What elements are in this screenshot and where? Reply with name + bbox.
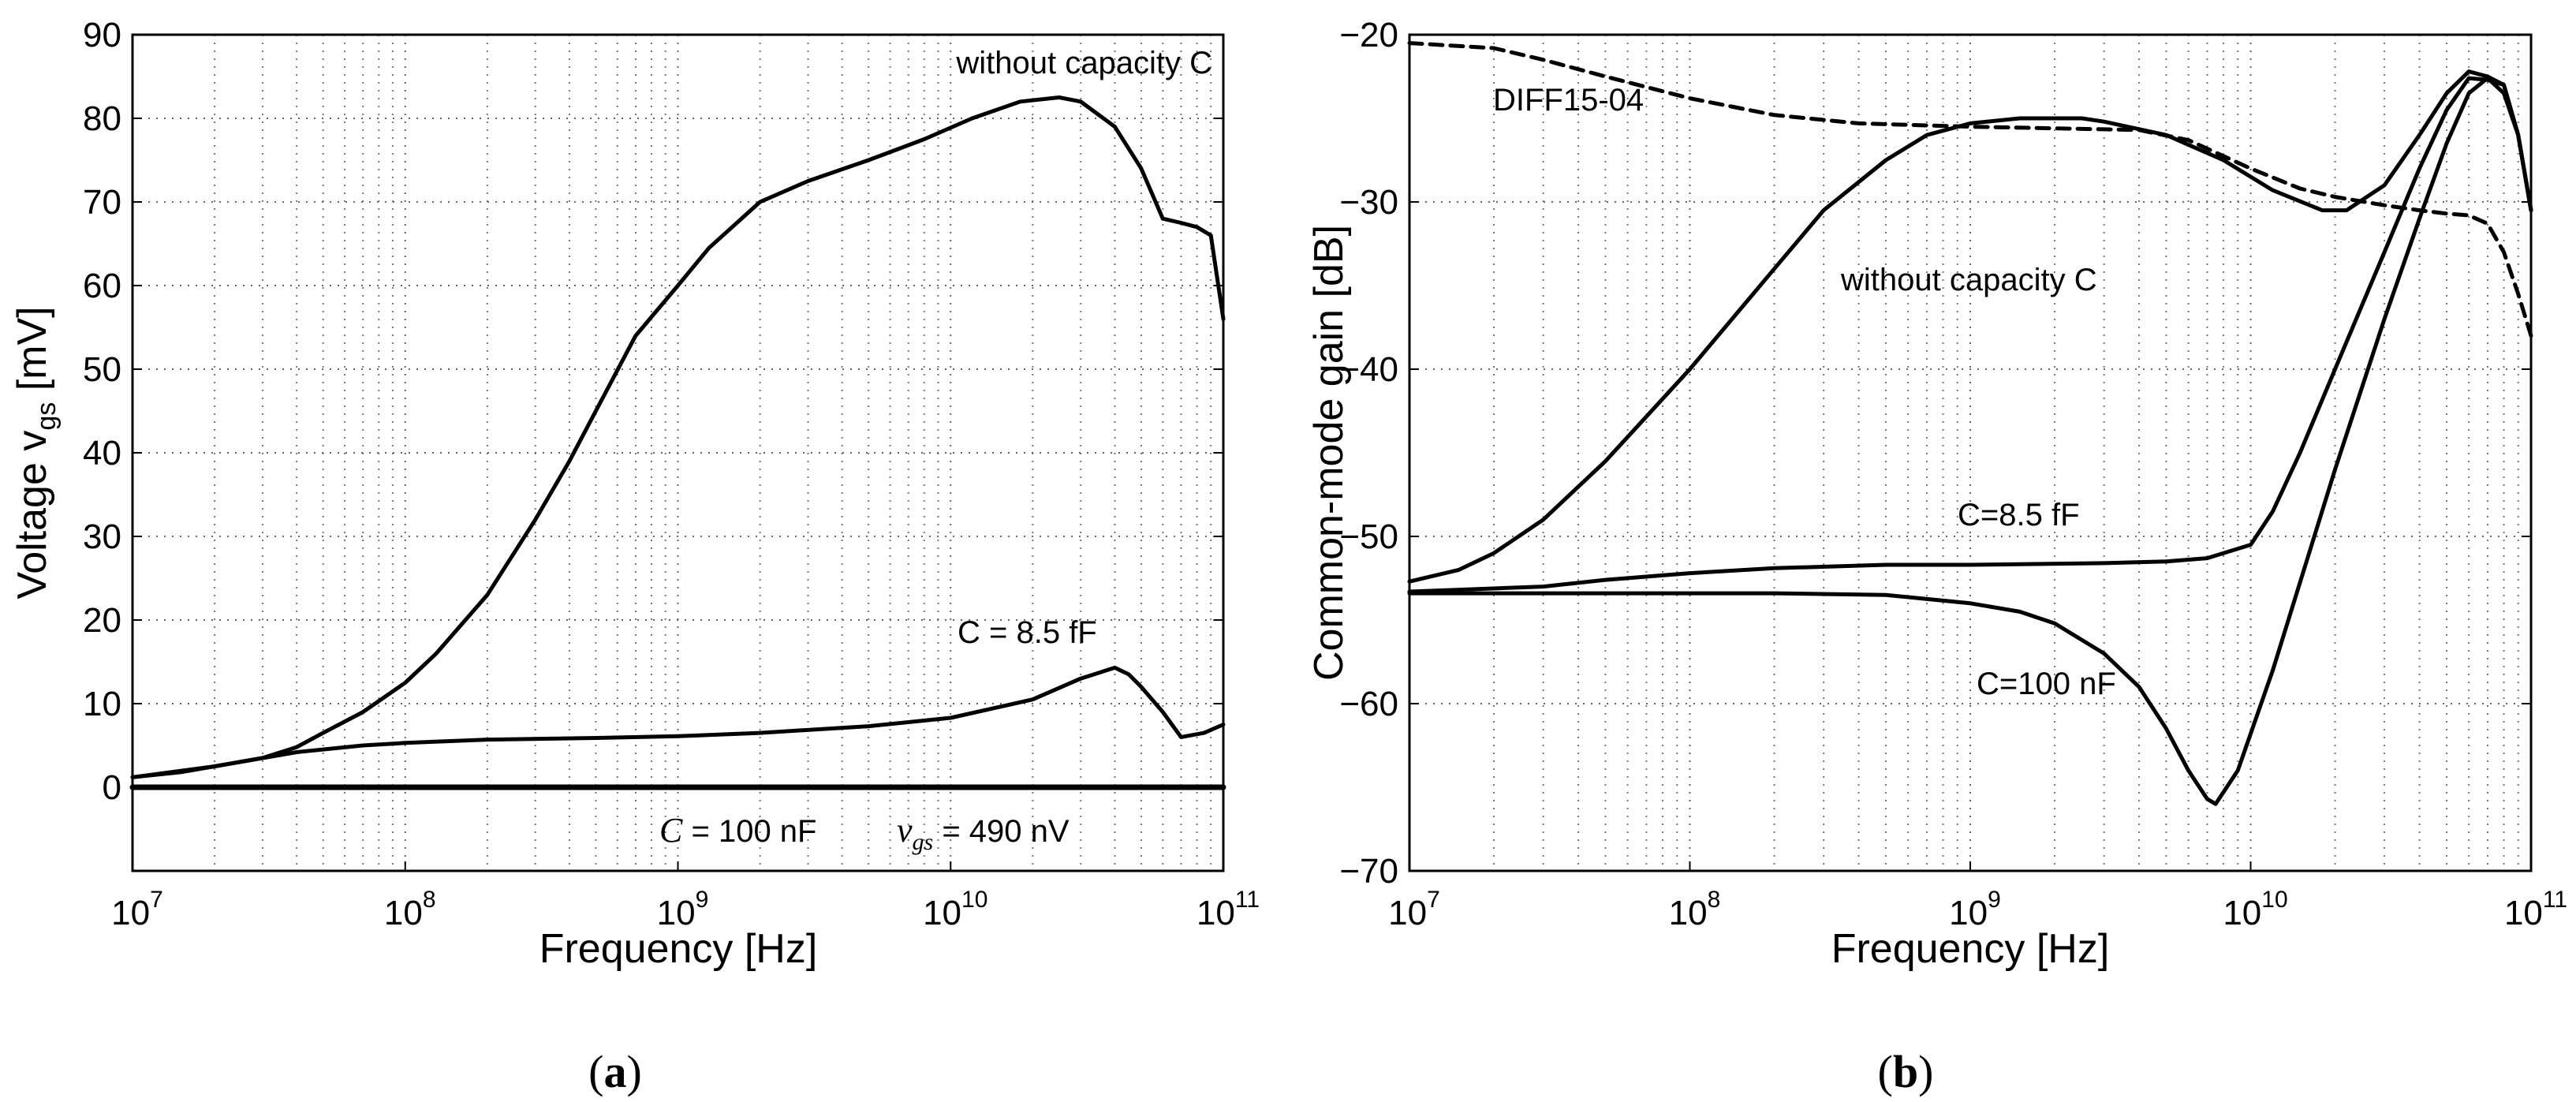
x-tick-label: 1010: [923, 887, 987, 932]
series-group-a: [129, 95, 1226, 790]
y-tick-label: 50: [83, 350, 121, 389]
y-tick-label: −50: [1339, 517, 1398, 556]
chart-panel-a: 0 10 20 30 40 50 60 70 80 90 107 108 109 1010 1011 Fr…: [9, 16, 1260, 1097]
y-tick-label: 20: [83, 601, 121, 640]
series-line-c-100-nf: [1407, 76, 2533, 806]
series-line-diff15-04: [1407, 41, 2533, 338]
y-axis-label-b: Common-mode gain [dB]: [1306, 225, 1352, 681]
y-tick-label: 80: [83, 99, 121, 138]
series-line-without-capacity-c: [1407, 69, 2533, 584]
annotation-c-100-nf-b: C=100 nF: [1977, 667, 2116, 701]
x-tick-label: 109: [1949, 887, 2001, 932]
annotation-c-100-nf-a: C = 100 nF: [659, 811, 816, 850]
x-tick-label: 107: [1388, 887, 1440, 932]
x-tick-label: 108: [384, 887, 436, 932]
x-axis-label-a: Frequency [Hz]: [539, 926, 818, 972]
x-tick-label: 1011: [1197, 887, 1260, 932]
y-axis-label-a: Voltage vgs [mV]: [9, 306, 62, 599]
y-tick-label: −60: [1339, 685, 1398, 723]
y-tick-labels-b: −70 −60 −50 −40 −30 −20: [1339, 16, 2531, 891]
grid-b: [1409, 35, 2531, 871]
panel-label-b: (b): [1878, 1046, 1934, 1097]
y-tick-label: 30: [83, 517, 121, 556]
y-tick-label: −70: [1339, 852, 1398, 891]
x-tick-label: 107: [111, 887, 163, 932]
x-tick-labels-a: 107 108 109 1010 1011: [111, 861, 1260, 932]
x-tick-label: 109: [657, 887, 709, 932]
annotation-vgs-a: vgs = 490 nV: [897, 811, 1070, 855]
annotation-without-capacity-b: without capacity C: [1840, 263, 2097, 297]
x-tick-label: 108: [1669, 887, 1721, 932]
y-tick-label: 70: [83, 183, 121, 222]
x-tick-label: 1010: [2223, 887, 2287, 932]
series-line-c-8-5-ff: [130, 665, 1226, 779]
series-line-c-8-5-ff: [1407, 76, 2533, 594]
x-axis-label-b: Frequency [Hz]: [1831, 926, 2110, 972]
y-tick-label: −40: [1339, 350, 1398, 389]
y-tick-label: 40: [83, 434, 121, 473]
x-tick-labels-b: 107 108 109 1010 1011: [1388, 861, 2567, 932]
y-tick-label: −30: [1339, 183, 1398, 222]
y-tick-labels-a: 0 10 20 30 40 50 60 70 80 90: [83, 16, 1223, 807]
y-tick-label: 10: [83, 685, 121, 723]
chart-panel-b: −70 −60 −50 −40 −30 −20 107 108 109 1010 1011 Fre…: [1306, 16, 2567, 1097]
annotation-c-8-5-ff-a: C = 8.5 fF: [958, 615, 1097, 650]
y-tick-label: 60: [83, 267, 121, 305]
annotation-diff15-04-b: DIFF15-04: [1493, 83, 1644, 118]
y-tick-label: 0: [103, 768, 121, 807]
series-group-b: [1407, 41, 2533, 806]
series-line-without-capacity-c: [130, 95, 1226, 779]
x-tick-label: 1011: [2504, 887, 2567, 932]
y-tick-label: 90: [83, 16, 121, 54]
y-tick-label: −20: [1339, 16, 1398, 54]
panel-label-a: (a): [588, 1046, 642, 1097]
grid-a: [133, 35, 1223, 871]
annotation-without-capacity-a: without capacity C: [955, 46, 1212, 80]
annotation-c-8-5-ff-b: C=8.5 fF: [1958, 498, 2080, 532]
